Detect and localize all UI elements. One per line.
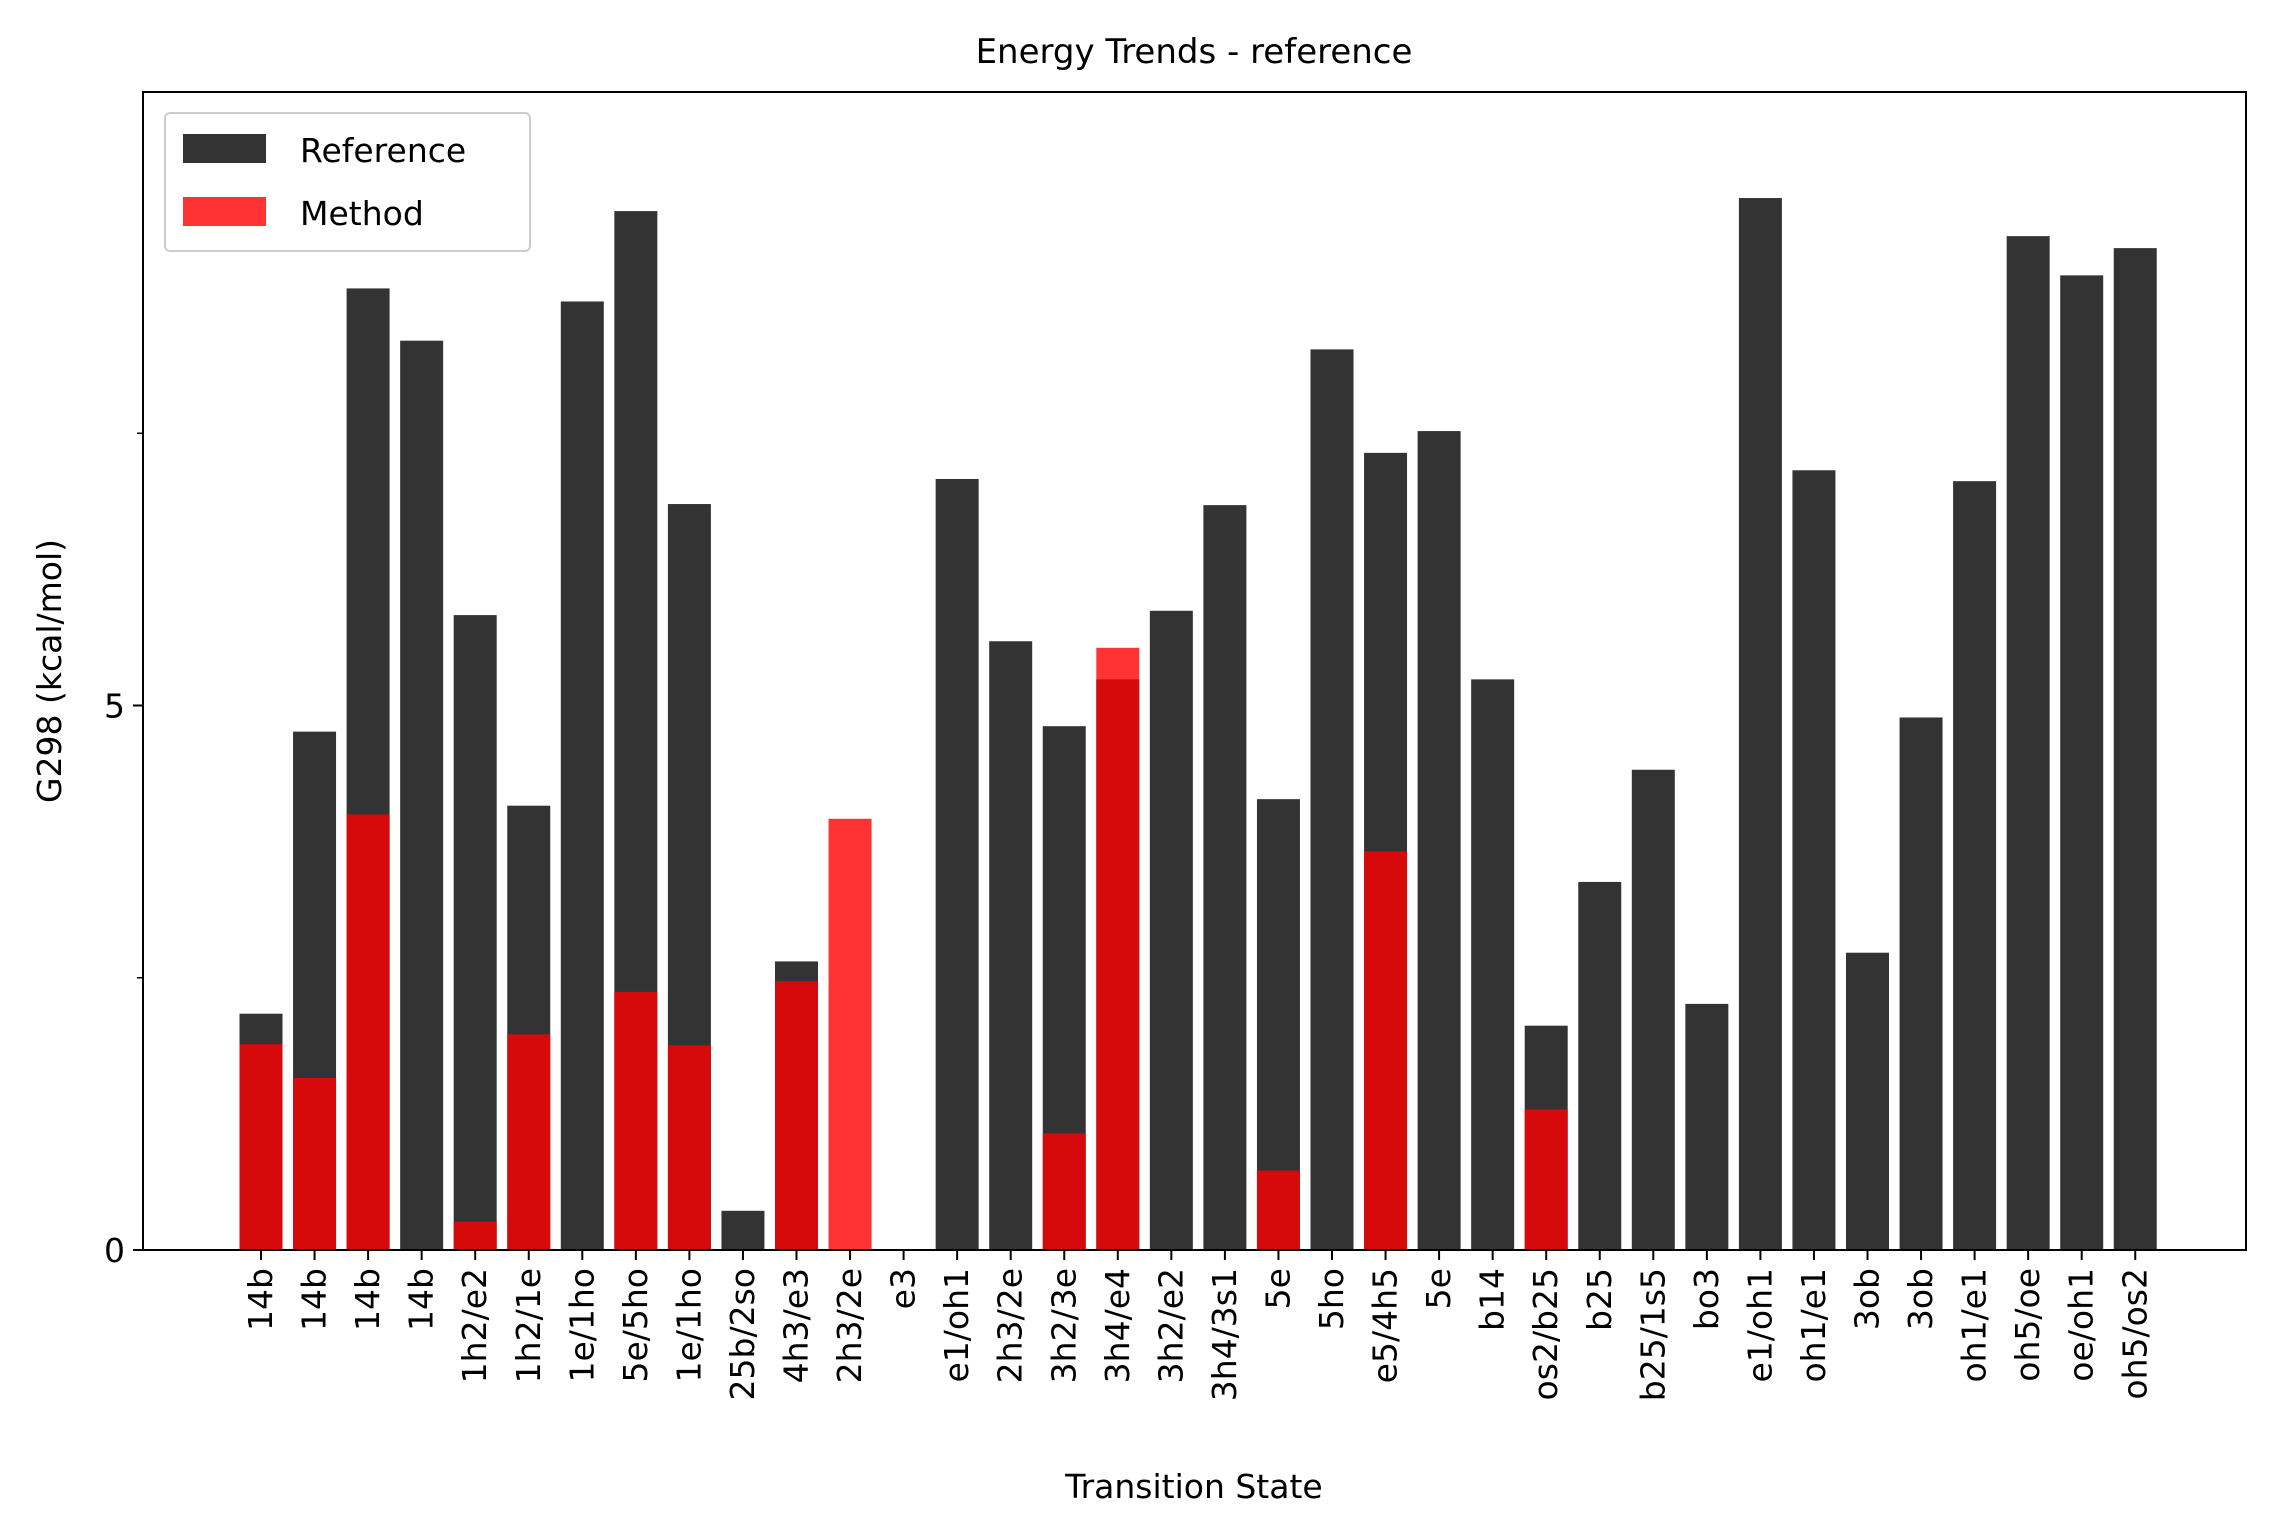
bar-reference-20 [1310,349,1354,1250]
bar-method-7 [614,991,658,1250]
x-tick-label: 2h3/2e [830,1268,869,1383]
x-tick-label: 3ob [1848,1268,1887,1330]
x-tick-label: 1h2/e2 [455,1268,494,1383]
x-tick-label: 5ho [1312,1268,1351,1330]
x-tick-label: b25/1s5 [1633,1268,1672,1401]
legend-swatch-method [183,197,266,226]
bar-reference-17 [1149,610,1193,1250]
y-axis: 05 [104,432,143,1270]
legend-label-method: Method [300,194,424,233]
x-tick-label: 14b [402,1268,441,1331]
bar-method-10 [775,981,818,1250]
bar-method-24 [1524,1109,1568,1250]
bar-method-5 [507,1034,551,1250]
x-tick-label: b25 [1580,1268,1619,1331]
bar-reference-34 [2060,275,2104,1251]
bar-reference-22 [1417,431,1461,1250]
bar-reference-18 [1203,505,1247,1250]
bar-reference-6 [560,301,604,1251]
bar-method-8 [667,1045,711,1250]
bar-reference-3 [400,340,444,1250]
bar-reference-33 [2006,236,2050,1250]
x-tick-label: 1e/1ho [562,1268,601,1383]
bar-method-4 [453,1221,497,1250]
x-tick-label: oh5/os2 [2115,1268,2154,1400]
x-tick-label: oh5/oe [2008,1268,2047,1382]
x-tick-label: bo3 [1687,1268,1726,1330]
x-tick-label: 5e [1419,1268,1458,1309]
x-tick-label: oh1/e1 [1955,1268,1994,1383]
bar-reference-23 [1471,679,1515,1250]
x-tick-label: 14b [295,1268,334,1331]
legend-label-reference: Reference [300,131,466,170]
x-axis: 14b 14b 14b 14b 1h2/e2 1h2/1e 1e/1ho 5e/5ho 1e/1… [241,1250,2154,1401]
bar-method-11 [828,818,872,1250]
x-tick-label: 3h4/e4 [1098,1268,1137,1383]
bar-reference-4 [453,615,497,1250]
x-tick-label: 14b [241,1268,280,1331]
x-tick-label: 1h2/1e [509,1268,548,1383]
bar-reference-31 [1899,717,1943,1250]
bar-reference-28 [1738,198,1782,1250]
x-tick-label: 5e/5ho [616,1268,655,1383]
bar-reference-25 [1578,881,1622,1250]
bar-method-0 [239,1044,283,1250]
chart-title: Energy Trends - reference [976,32,1413,72]
x-tick-label: 14b [348,1268,387,1331]
bar-reference-29 [1792,470,1836,1250]
bar-method-1 [293,1077,337,1250]
x-tick-label: e5/4h5 [1366,1268,1405,1383]
x-tick-label: 3h2/3e [1044,1268,1083,1383]
x-tick-label: 5e [1258,1268,1297,1309]
x-tick-label: e3 [884,1268,923,1309]
x-tick-label: e1/oh1 [1740,1268,1779,1383]
x-tick-label: 1e/1ho [669,1268,708,1383]
bar-reference-35 [2113,248,2157,1250]
bar-reference-30 [1846,952,1889,1250]
bar-reference-27 [1685,1003,1729,1250]
x-axis-label: Transition State [1064,1467,1322,1506]
bar-method-15 [1042,1133,1086,1250]
x-tick-label: 2h3/2e [991,1268,1030,1383]
x-tick-label: 25b/2so [723,1268,762,1400]
bar-reference-32 [1953,481,1997,1250]
x-tick-label: oe/oh1 [2062,1268,2101,1382]
bar-method-19 [1256,1170,1300,1250]
bar-reference-13 [935,478,979,1250]
x-tick-label: e1/oh1 [937,1268,976,1383]
x-tick-label: 4h3/e3 [777,1268,816,1383]
x-tick-label: 3h2/e2 [1151,1268,1190,1383]
bar-reference-9 [721,1210,765,1250]
x-tick-label: b14 [1473,1268,1512,1331]
y-tick-label: 0 [104,1231,125,1270]
x-tick-label: 3h4/3s1 [1205,1268,1244,1401]
y-tick-label: 5 [104,687,125,726]
bar-reference-26 [1631,769,1675,1250]
x-tick-label: 3ob [1901,1268,1940,1330]
bars-layer [239,198,2157,1251]
legend-swatch-reference [183,134,266,163]
x-tick-label: oh1/e1 [1794,1268,1833,1383]
legend: Reference Method [164,112,531,252]
bar-reference-14 [989,641,1033,1250]
bar-method-16 [1096,647,1140,1250]
y-axis-label: G298 (kcal/mol) [30,539,69,803]
plot-frame [142,91,2247,1251]
bar-method-2 [346,814,390,1250]
x-tick-label: os2/b25 [1526,1268,1565,1400]
bar-method-21 [1364,851,1408,1250]
